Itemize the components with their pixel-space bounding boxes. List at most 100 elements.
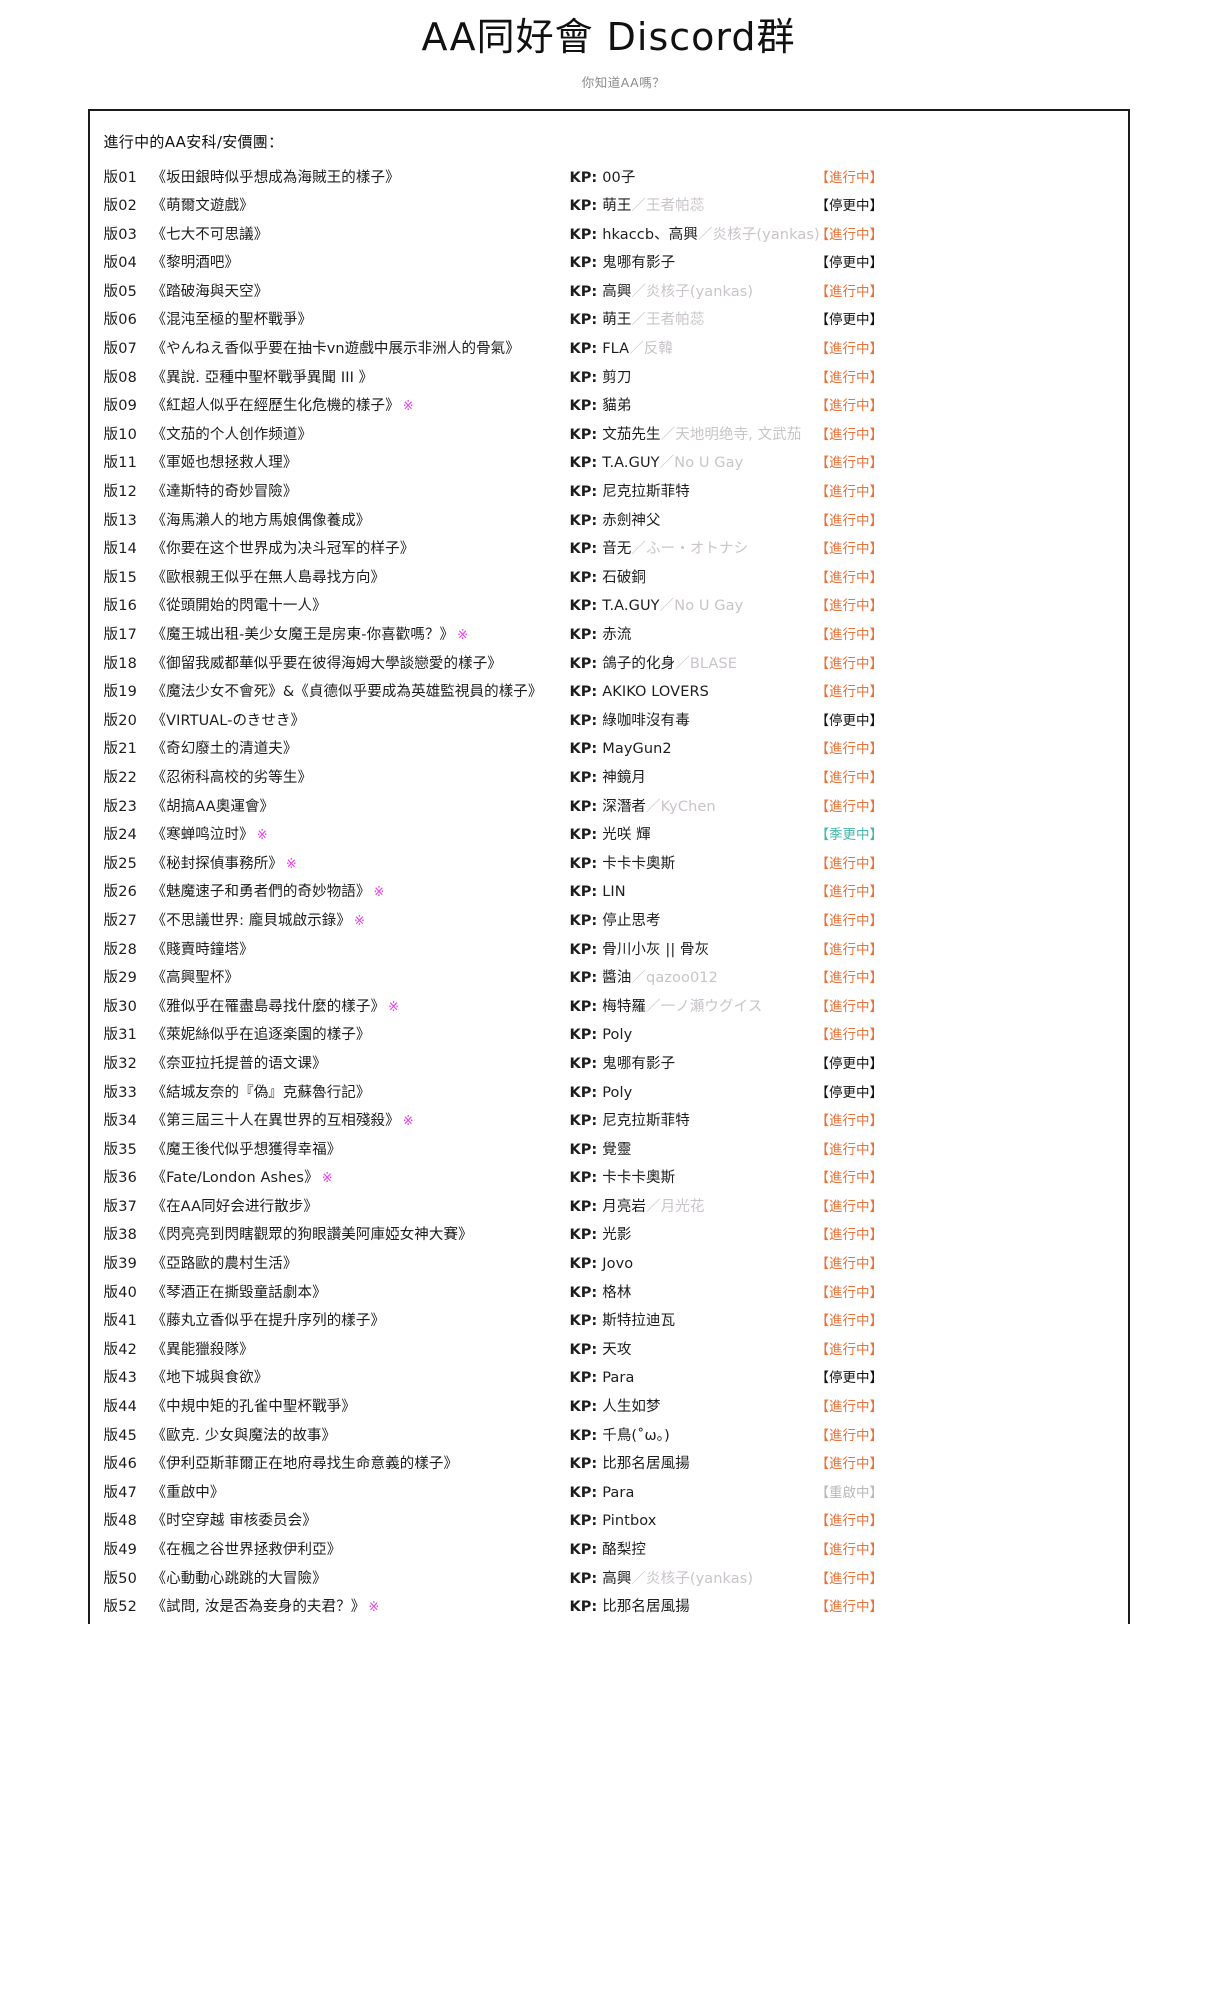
- table-row[interactable]: 版37 《在AA同好会进行散步》 KP: 月亮岩／月光花 【進行中】: [90, 1195, 1128, 1224]
- row-title[interactable]: 《心動動心跳跳的大冒險》: [152, 1567, 570, 1588]
- row-title[interactable]: 《不思議世界: 龐貝城啟示錄》 ※: [152, 909, 570, 930]
- table-row[interactable]: 版36 《Fate/London Ashes》 ※ KP: 卡卡卡奧斯 【進行中】: [90, 1166, 1128, 1195]
- table-row[interactable]: 版30 《雅似乎在罹盡島尋找什麼的樣子》 ※ KP: 梅特羅／一ノ瀬ウグイス 【進行中】: [90, 995, 1128, 1024]
- table-row[interactable]: 版09 《紅超人似乎在經歷生化危機的樣子》 ※ KP: 貓弟 【進行中】: [90, 394, 1128, 423]
- row-title[interactable]: 《亞路歐的農村生活》: [152, 1252, 570, 1273]
- row-title[interactable]: 《伊利亞斯菲爾正在地府尋找生命意義的樣子》: [152, 1452, 570, 1473]
- table-row[interactable]: 版52 《試問, 汝是否為妾身的夫君？》 ※ KP: 比那名居風揚 【進行中】: [90, 1595, 1128, 1624]
- row-title[interactable]: 《海馬瀨人的地方馬娘偶像養成》: [152, 509, 570, 530]
- table-row[interactable]: 版26 《魅魔速子和勇者們的奇妙物語》 ※ KP: LIN 【進行中】: [90, 880, 1128, 909]
- row-title[interactable]: 《中規中矩的孔雀中聖杯戰爭》: [152, 1395, 570, 1416]
- table-row[interactable]: 版28 《賤賣時鐘塔》 KP: 骨川小灰 || 骨灰 【進行中】: [90, 938, 1128, 967]
- table-row[interactable]: 版27 《不思議世界: 龐貝城啟示錄》 ※ KP: 停止思考 【進行中】: [90, 909, 1128, 938]
- row-title[interactable]: 《やんねえ香似乎要在抽卡vn遊戲中展示非洲人的骨氣》: [152, 337, 570, 358]
- table-row[interactable]: 版05 《踏破海與天空》 KP: 高興／炎核子(yankas) 【進行中】: [90, 280, 1128, 309]
- row-title[interactable]: 《文茄的个人创作频道》: [152, 423, 570, 444]
- table-row[interactable]: 版08 《異說. 亞種中聖杯戰爭異聞 III 》 KP: 剪刀 【進行中】: [90, 366, 1128, 395]
- table-row[interactable]: 版20 《VIRTUAL-のきせき》 KP: 綠咖啡沒有毒 【停更中】: [90, 709, 1128, 738]
- row-title[interactable]: 《黎明酒吧》: [152, 251, 570, 272]
- row-title[interactable]: 《萌爾文遊戲》: [152, 194, 570, 215]
- table-row[interactable]: 版48 《时空穿越 审核委员会》 KP: Pintbox 【進行中】: [90, 1509, 1128, 1538]
- table-row[interactable]: 版02 《萌爾文遊戲》 KP: 萌王／王者帕蕊 【停更中】: [90, 194, 1128, 223]
- row-title[interactable]: 《琴酒正在撕毀童話劇本》: [152, 1281, 570, 1302]
- row-title[interactable]: 《異說. 亞種中聖杯戰爭異聞 III 》: [152, 366, 570, 387]
- table-row[interactable]: 版33 《結城友奈的『偽』克蘇魯行記》 KP: Poly 【停更中】: [90, 1081, 1128, 1110]
- table-row[interactable]: 版07 《やんねえ香似乎要在抽卡vn遊戲中展示非洲人的骨氣》 KP: FLA／反韓【…: [90, 337, 1128, 366]
- row-title[interactable]: 《紅超人似乎在經歷生化危機的樣子》 ※: [152, 394, 570, 415]
- row-title[interactable]: 《從頭開始的閃電十一人》: [152, 594, 570, 615]
- row-title[interactable]: 《踏破海與天空》: [152, 280, 570, 301]
- table-row[interactable]: 版47 《重啟中》 KP: Para 【重啟中】: [90, 1481, 1128, 1510]
- row-title[interactable]: 《你要在这个世界成为决斗冠军的样子》: [152, 537, 570, 558]
- table-row[interactable]: 版03 《七大不可思議》 KP: hkaccb、高興／炎核子(yankas) 【進行中…: [90, 223, 1128, 252]
- table-row[interactable]: 版40 《琴酒正在撕毀童話劇本》 KP: 格林 【進行中】: [90, 1281, 1128, 1310]
- table-row[interactable]: 版25 《秘封探偵事務所》 ※ KP: 卡卡卡奧斯 【進行中】: [90, 852, 1128, 881]
- row-title[interactable]: 《魔王城出租-美少女魔王是房東-你喜歡嗎？》 ※: [152, 623, 570, 644]
- table-row[interactable]: 版14 《你要在这个世界成为决斗冠军的样子》 KP: 音无／ふー・オトナシ 【進行中】: [90, 537, 1128, 566]
- table-row[interactable]: 版22 《忍術科高校的劣等生》 KP: 神鏡月 【進行中】: [90, 766, 1128, 795]
- row-title[interactable]: 《萊妮絲似乎在追逐楽園的樣子》: [152, 1023, 570, 1044]
- table-row[interactable]: 版31 《萊妮絲似乎在追逐楽園的樣子》 KP: Poly 【進行中】: [90, 1023, 1128, 1052]
- row-title[interactable]: 《奇幻廢土的清道夫》: [152, 737, 570, 758]
- row-title[interactable]: 《坂田銀時似乎想成為海賊王的樣子》: [152, 166, 570, 187]
- row-title[interactable]: 《VIRTUAL-のきせき》: [152, 709, 570, 730]
- table-row[interactable]: 版24 《寒蝉鸣泣时》 ※ KP: 光咲 輝【季更中】: [90, 823, 1128, 852]
- row-title[interactable]: 《第三屆三十人在異世界的互相殘殺》 ※: [152, 1109, 570, 1130]
- row-title[interactable]: 《賤賣時鐘塔》: [152, 938, 570, 959]
- row-title[interactable]: 《魔法少女不會死》&《貞德似乎要成為英雄監視員的樣子》: [152, 680, 570, 701]
- table-row[interactable]: 版12 《達斯特的奇妙冒險》 KP: 尼克拉斯菲特 【進行中】: [90, 480, 1128, 509]
- row-title[interactable]: 《混沌至極的聖杯戰爭》: [152, 308, 570, 329]
- row-title[interactable]: 《歐克. 少女與魔法的故事》: [152, 1424, 570, 1445]
- table-row[interactable]: 版04 《黎明酒吧》 KP: 鬼哪有影子 【停更中】: [90, 251, 1128, 280]
- row-title[interactable]: 《Fate/London Ashes》 ※: [152, 1166, 570, 1187]
- table-row[interactable]: 版16 《從頭開始的閃電十一人》 KP: T.A.GUY／No U Gay 【進行中】: [90, 594, 1128, 623]
- row-title[interactable]: 《藤丸立香似乎在提升序列的樣子》: [152, 1309, 570, 1330]
- table-row[interactable]: 版29 《高興聖杯》 KP: 醬油／qazoo012 【進行中】: [90, 966, 1128, 995]
- row-title[interactable]: 《魔王後代似乎想獲得幸福》: [152, 1138, 570, 1159]
- row-title[interactable]: 《高興聖杯》: [152, 966, 570, 987]
- table-row[interactable]: 版38 《閃亮亮到閃瞎觀眾的狗眼讚美阿庫婭女神大賽》 KP: 光影 【進行中】: [90, 1223, 1128, 1252]
- table-row[interactable]: 版45 《歐克. 少女與魔法的故事》 KP: 千鳥(˚ω｡) 【進行中】: [90, 1424, 1128, 1453]
- table-row[interactable]: 版42 《異能獵殺隊》 KP: 天攻 【進行中】: [90, 1338, 1128, 1367]
- row-title[interactable]: 《達斯特的奇妙冒險》: [152, 480, 570, 501]
- row-title[interactable]: 《秘封探偵事務所》 ※: [152, 852, 570, 873]
- table-row[interactable]: 版11 《軍姬也想拯救人理》 KP: T.A.GUY／No U Gay 【進行中】: [90, 451, 1128, 480]
- table-row[interactable]: 版13 《海馬瀨人的地方馬娘偶像養成》 KP: 赤劍神父 【進行中】: [90, 509, 1128, 538]
- table-row[interactable]: 版10 《文茄的个人创作频道》 KP: 文茄先生／天地明绝寺, 文武茄 【進行中】: [90, 423, 1128, 452]
- row-title[interactable]: 《在楓之谷世界拯救伊利亞》: [152, 1538, 570, 1559]
- row-title[interactable]: 《忍術科高校的劣等生》: [152, 766, 570, 787]
- table-row[interactable]: 版49 《在楓之谷世界拯救伊利亞》 KP: 酪梨控 【進行中】: [90, 1538, 1128, 1567]
- row-title[interactable]: 《異能獵殺隊》: [152, 1338, 570, 1359]
- row-title[interactable]: 《寒蝉鸣泣时》 ※: [152, 823, 570, 844]
- row-title[interactable]: 《魅魔速子和勇者們的奇妙物語》 ※: [152, 880, 570, 901]
- table-row[interactable]: 版39 《亞路歐的農村生活》 KP: Jovo 【進行中】: [90, 1252, 1128, 1281]
- row-title[interactable]: 《重啟中》: [152, 1481, 570, 1502]
- row-title[interactable]: 《試問, 汝是否為妾身的夫君？》 ※: [152, 1595, 570, 1616]
- row-title[interactable]: 《閃亮亮到閃瞎觀眾的狗眼讚美阿庫婭女神大賽》: [152, 1223, 570, 1244]
- row-title[interactable]: 《結城友奈的『偽』克蘇魯行記》: [152, 1081, 570, 1102]
- table-row[interactable]: 版41 《藤丸立香似乎在提升序列的樣子》 KP: 斯特拉迪瓦 【進行中】: [90, 1309, 1128, 1338]
- table-row[interactable]: 版32 《奈亚拉托提普的语文课》 KP: 鬼哪有影子 【停更中】: [90, 1052, 1128, 1081]
- row-title[interactable]: 《雅似乎在罹盡島尋找什麼的樣子》 ※: [152, 995, 570, 1016]
- row-title[interactable]: 《軍姬也想拯救人理》: [152, 451, 570, 472]
- table-row[interactable]: 版19 《魔法少女不會死》&《貞德似乎要成為英雄監視員的樣子》 KP: AKIKO …: [90, 680, 1128, 709]
- table-row[interactable]: 版15 《歐根親王似乎在無人島尋找方向》 KP: 石破銅 【進行中】: [90, 566, 1128, 595]
- table-row[interactable]: 版44 《中規中矩的孔雀中聖杯戰爭》 KP: 人生如梦 【進行中】: [90, 1395, 1128, 1424]
- table-row[interactable]: 版46 《伊利亞斯菲爾正在地府尋找生命意義的樣子》 KP: 比那名居風揚 【進行中】: [90, 1452, 1128, 1481]
- row-title[interactable]: 《歐根親王似乎在無人島尋找方向》: [152, 566, 570, 587]
- table-row[interactable]: 版17 《魔王城出租-美少女魔王是房東-你喜歡嗎？》 ※ KP: 赤流 【進行中】: [90, 623, 1128, 652]
- table-row[interactable]: 版01 《坂田銀時似乎想成為海賊王的樣子》 KP: 00子 【進行中】: [90, 166, 1128, 195]
- row-title[interactable]: 《胡搞AA奧運會》: [152, 795, 570, 816]
- table-row[interactable]: 版23 《胡搞AA奧運會》 KP: 深潛者／KyChen 【進行中】: [90, 795, 1128, 824]
- table-row[interactable]: 版50 《心動動心跳跳的大冒險》 KP: 高興／炎核子(yankas) 【進行中】: [90, 1567, 1128, 1596]
- table-row[interactable]: 版18 《御留我威都華似乎要在彼得海姆大學談戀愛的樣子》 KP: 鴿子的化身／BLA…: [90, 652, 1128, 681]
- table-row[interactable]: 版35 《魔王後代似乎想獲得幸福》 KP: 覺靈 【進行中】: [90, 1138, 1128, 1167]
- row-title[interactable]: 《在AA同好会进行散步》: [152, 1195, 570, 1216]
- row-title[interactable]: 《时空穿越 审核委员会》: [152, 1509, 570, 1530]
- row-title[interactable]: 《奈亚拉托提普的语文课》: [152, 1052, 570, 1073]
- table-row[interactable]: 版06 《混沌至極的聖杯戰爭》 KP: 萌王／王者帕蕊 【停更中】: [90, 308, 1128, 337]
- row-title[interactable]: 《七大不可思議》: [152, 223, 570, 244]
- row-title[interactable]: 《地下城與食欲》: [152, 1366, 570, 1387]
- table-row[interactable]: 版34 《第三屆三十人在異世界的互相殘殺》 ※ KP: 尼克拉斯菲特 【進行中】: [90, 1109, 1128, 1138]
- table-row[interactable]: 版43 《地下城與食欲》 KP: Para 【停更中】: [90, 1366, 1128, 1395]
